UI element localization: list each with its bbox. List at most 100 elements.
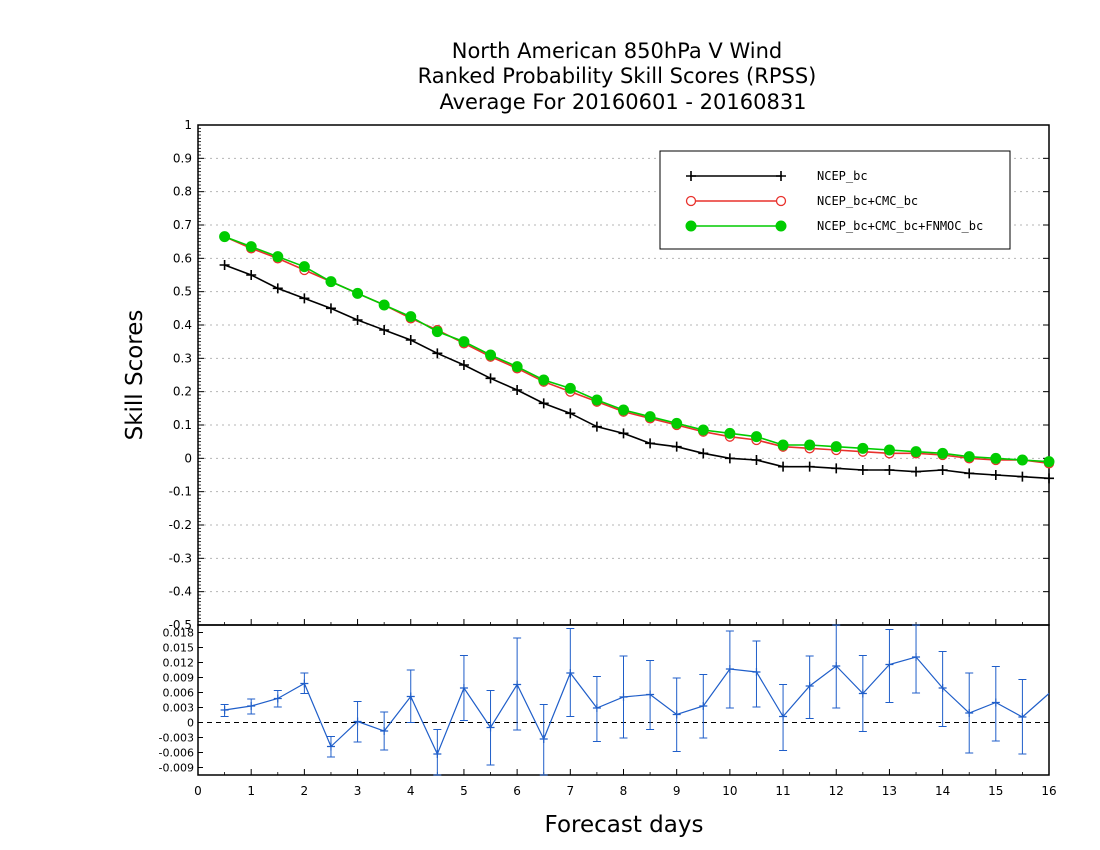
difference-point xyxy=(1018,713,1027,721)
series-0-point xyxy=(512,385,523,395)
upper-y-tick-label: 0.3 xyxy=(173,351,192,365)
upper-y-tick-label: 0.1 xyxy=(173,418,192,432)
series-2-point xyxy=(431,326,443,338)
series-2-point xyxy=(325,276,337,288)
chart-title-line-2: Ranked Probability Skill Scores (RPSS) xyxy=(418,64,817,88)
lower-y-axis: -0.009 -0.006 -0.003 0 0.003 0.006 0.009 0.012 0… xyxy=(159,627,203,775)
x-tick-label: 14 xyxy=(935,784,950,798)
series-2-point xyxy=(804,439,816,451)
series-2-point xyxy=(352,287,364,299)
series-0-point xyxy=(485,373,496,384)
difference-point xyxy=(326,742,335,751)
series-2-point xyxy=(777,439,789,451)
x-tick-label: 15 xyxy=(988,784,1003,798)
series-2-point xyxy=(937,447,949,459)
x-axis: 0 1 2 3 4 5 6 7 8 9 10 11 12 13 14 15 16 xyxy=(194,619,1057,798)
series-2-point xyxy=(671,417,683,429)
series-0-point xyxy=(405,335,416,345)
series-0-point xyxy=(831,463,842,474)
x-tick-label: 4 xyxy=(407,784,415,798)
series-0-point xyxy=(937,465,948,475)
x-tick-label: 10 xyxy=(722,784,737,798)
series-0-point xyxy=(671,441,682,452)
lower-y-tick-label: 0.009 xyxy=(163,672,195,685)
lower-y-tick-label: -0.003 xyxy=(159,732,194,745)
lower-y-tick-label: 0.003 xyxy=(163,702,195,715)
difference-point xyxy=(513,680,522,689)
series-2-point xyxy=(644,411,656,423)
difference-point xyxy=(858,689,867,698)
x-tick-label: 12 xyxy=(829,784,844,798)
x-tick-label: 8 xyxy=(620,784,628,798)
series-2-point xyxy=(564,382,576,394)
upper-y-tick-label: 0.5 xyxy=(173,285,192,299)
difference-point xyxy=(991,698,1000,707)
difference-point xyxy=(619,693,628,701)
upper-y-tick-label: 0 xyxy=(184,451,192,465)
difference-point xyxy=(486,723,495,732)
difference-point xyxy=(566,669,575,677)
series-0-point xyxy=(432,348,443,359)
series-0-point xyxy=(246,270,257,280)
series-0-point xyxy=(964,468,975,479)
series-2-point xyxy=(245,241,257,253)
series-line-2 xyxy=(224,235,1050,463)
difference-point xyxy=(273,694,282,703)
series-2-point xyxy=(990,452,1002,464)
upper-y-tick-label: -0.5 xyxy=(169,618,192,632)
upper-y-axis: -0.5 -0.4 -0.3 -0.2 -0.1 0 0.1 0.2 0.3 0.4 0.5 0.6 0… xyxy=(169,118,1049,632)
lower-y-tick-label: -0.009 xyxy=(159,762,194,775)
x-tick-label: 11 xyxy=(775,784,790,798)
series-2-point xyxy=(458,336,470,348)
difference-point xyxy=(832,662,841,670)
x-tick-label: 0 xyxy=(194,784,202,798)
legend-marker-start-1 xyxy=(685,195,697,207)
legend-label-1: NCEP_bc+CMC_bc xyxy=(817,194,918,208)
series-0-point xyxy=(645,438,656,449)
x-tick-label: 9 xyxy=(673,784,681,798)
x-tick-label: 1 xyxy=(247,784,255,798)
lower-series-layer xyxy=(220,624,1050,776)
lower-y-tick-label: 0.015 xyxy=(163,642,195,655)
x-tick-label: 6 xyxy=(513,784,521,798)
difference-point xyxy=(938,684,947,692)
difference-line xyxy=(224,656,1050,756)
legend: NCEP_bc NCEP_bc+CMC_bc NCEP_bc+CMC_bc+FNMO… xyxy=(659,150,1011,250)
x-tick-label: 13 xyxy=(882,784,897,798)
upper-series-layer xyxy=(219,231,1055,484)
series-0-point xyxy=(325,303,336,314)
difference-point xyxy=(672,710,681,719)
series-0-point xyxy=(1044,473,1054,484)
difference-point xyxy=(406,692,415,701)
legend-box xyxy=(659,150,1011,250)
y-axis-title: Skill Scores xyxy=(122,310,148,441)
series-0-point xyxy=(990,470,1001,480)
lower-y-tick-label: 0.018 xyxy=(163,627,195,640)
series-0-point xyxy=(565,408,576,419)
series-0-point xyxy=(911,466,922,477)
series-2-point xyxy=(219,231,231,243)
x-tick-label: 16 xyxy=(1041,784,1056,798)
series-2-point xyxy=(1016,454,1028,466)
upper-y-tick-label: 0.9 xyxy=(173,151,192,165)
difference-point xyxy=(300,679,309,688)
legend-marker-start-0 xyxy=(686,171,696,181)
legend-marker-start-2 xyxy=(685,220,697,232)
lower-y-tick-label: 0.006 xyxy=(163,687,195,700)
series-2-point xyxy=(485,349,497,361)
difference-point xyxy=(353,717,362,726)
series-0-point xyxy=(618,428,629,439)
x-tick-label: 2 xyxy=(301,784,309,798)
series-2-point xyxy=(538,374,550,386)
series-0-point xyxy=(778,461,789,472)
series-0-point xyxy=(458,360,469,370)
series-line-1 xyxy=(224,235,1050,465)
series-0-point xyxy=(857,465,868,475)
difference-point xyxy=(752,668,761,676)
series-0-point xyxy=(538,398,549,409)
upper-y-tick-label: 0.4 xyxy=(173,318,192,332)
series-2-point xyxy=(511,361,523,373)
x-tick-label: 5 xyxy=(460,784,468,798)
legend-marker-end-2 xyxy=(775,220,787,232)
difference-point xyxy=(380,727,389,735)
